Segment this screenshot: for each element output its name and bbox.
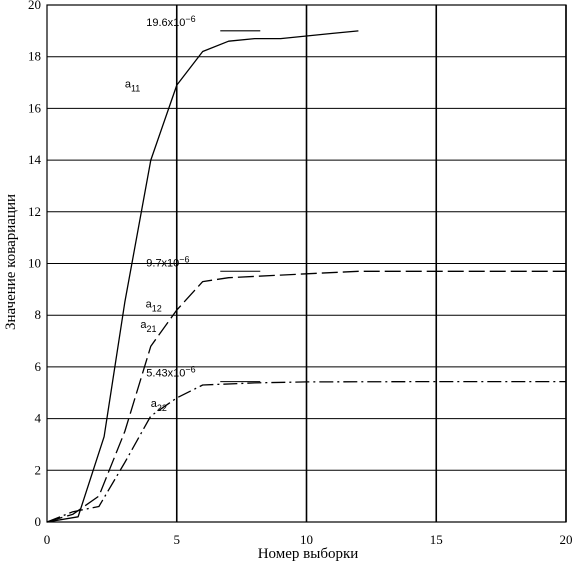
x-axis-label: Номер выборки	[258, 546, 359, 562]
value-annotation: 5.43x10−6	[146, 365, 195, 380]
x-tick-label: 15	[430, 532, 443, 547]
curve-label: a11	[125, 79, 140, 94]
series-line-3	[46, 380, 566, 523]
y-tick-label: 6	[35, 359, 42, 374]
y-tick-label: 16	[28, 100, 42, 115]
x-tick-label: 0	[44, 532, 51, 547]
y-tick-label: 10	[28, 256, 41, 271]
series-line-1	[46, 30, 359, 523]
tick-labels: 0 2 4 6 8 10 12 14 16 18 20 0 5 10 15 20	[28, 0, 573, 547]
x-tick-label: 5	[174, 532, 181, 547]
y-tick-label: 4	[35, 411, 42, 426]
grid	[46, 4, 567, 523]
value-annotation: 19.6x10−6	[146, 14, 195, 29]
y-axis-label: Значение ковариации	[3, 194, 19, 330]
value-annotation: 9.7x10−6	[146, 254, 189, 269]
plot-frame	[46, 4, 567, 523]
curve-label: a12	[146, 298, 162, 313]
y-tick-label: 8	[35, 307, 42, 322]
y-tick-label: 12	[28, 204, 41, 219]
series-line-2	[46, 270, 566, 523]
y-tick-label: 0	[35, 514, 42, 529]
curve-label: a21	[140, 319, 156, 334]
curve-label: a22	[151, 398, 167, 413]
y-tick-label: 18	[28, 49, 41, 64]
annotations: 19.6x10−6 9.7x10−6 5.43x10−6 a11 a12 a21 a22	[125, 14, 261, 413]
y-tick-label: 14	[28, 152, 42, 167]
x-tick-label: 10	[300, 532, 313, 547]
y-tick-label: 20	[28, 0, 41, 12]
series-group	[46, 30, 566, 523]
y-tick-label: 2	[35, 462, 42, 477]
x-tick-label: 20	[560, 532, 573, 547]
